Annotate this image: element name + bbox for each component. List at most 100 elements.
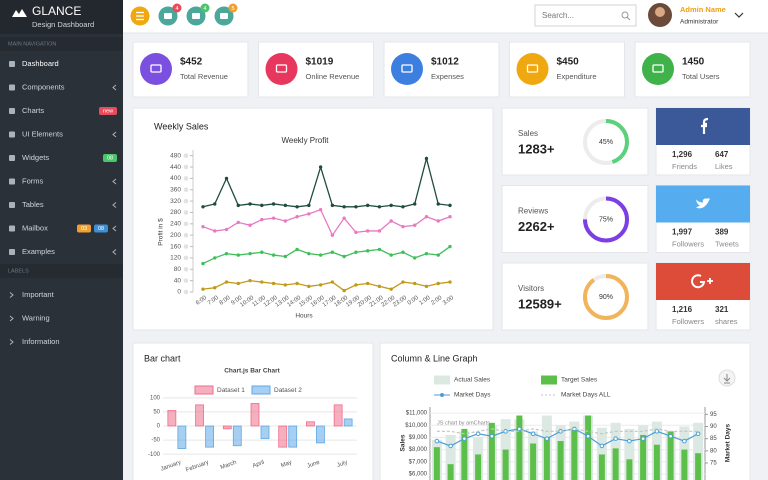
y-tick-label: $7,000 <box>409 459 428 465</box>
series-point <box>318 283 323 287</box>
series-point <box>448 244 452 249</box>
series-point <box>424 156 429 161</box>
nav-icon <box>9 61 15 67</box>
x-axis-label: Hours <box>295 313 313 320</box>
stat-value: $450 <box>557 57 580 68</box>
y-tick-label: 160 <box>170 243 181 250</box>
y-tick-label: 120 <box>170 255 181 262</box>
series-point <box>330 203 335 208</box>
y-tick-label: 320 <box>170 198 181 205</box>
column <box>624 428 635 480</box>
y2-tick-label: 85 <box>710 436 717 442</box>
label-chevron <box>9 339 14 345</box>
column <box>653 444 660 480</box>
label-item: Important <box>22 290 55 299</box>
social-value: 321 <box>715 305 729 314</box>
metric-card <box>501 107 649 176</box>
column <box>681 449 688 480</box>
nav-badge-text: 08 <box>107 155 113 161</box>
series-point <box>248 251 252 256</box>
series-point <box>436 281 440 286</box>
nav-icon <box>9 108 15 114</box>
notification-icon <box>192 13 200 19</box>
column <box>502 449 509 480</box>
stat-icon-glyph <box>526 64 539 73</box>
series-point <box>224 280 229 284</box>
bar <box>260 425 270 440</box>
series-point <box>248 202 252 206</box>
y-axis-label: Profit in $ <box>158 218 165 246</box>
column <box>557 441 564 480</box>
notification-icon <box>220 13 228 19</box>
series-point <box>389 203 393 208</box>
series-point <box>389 253 393 257</box>
y-tick-dot <box>183 198 189 204</box>
series-point <box>248 223 252 227</box>
series-point <box>307 284 311 289</box>
series-point <box>295 205 299 209</box>
search-box[interactable] <box>534 4 637 27</box>
series-point <box>401 205 405 209</box>
nav-badge-text: 08 <box>98 226 104 232</box>
stat-label: Expenses <box>431 72 464 81</box>
label-chevron <box>9 315 14 322</box>
series-point <box>342 216 346 220</box>
metric-value: 1283+ <box>518 141 555 156</box>
user-chevron[interactable] <box>734 12 744 18</box>
social-value: 1,296 <box>672 150 693 159</box>
metric-value: 2262+ <box>518 219 555 234</box>
nav-badge-text: new <box>103 108 113 114</box>
series-point <box>530 431 536 437</box>
series-point <box>271 253 276 257</box>
legend-label: Target Sales <box>561 377 598 384</box>
facebook-icon <box>701 117 709 134</box>
column <box>571 428 578 480</box>
column <box>530 443 537 480</box>
series-point <box>330 280 335 284</box>
series-point <box>424 215 429 219</box>
series-point <box>377 247 382 252</box>
x-tick-label: March <box>220 460 238 471</box>
notification-badge <box>172 3 182 13</box>
column <box>626 459 633 480</box>
column <box>461 428 468 480</box>
series-point <box>436 253 440 257</box>
bar <box>177 425 187 449</box>
nav-item: Examples <box>22 247 55 256</box>
column <box>598 454 605 480</box>
y-tick-label: $11,000 <box>406 411 428 417</box>
notification-count: 4 <box>175 6 178 12</box>
series-point <box>260 250 264 254</box>
nav-badge <box>103 154 117 162</box>
series-point <box>342 254 346 259</box>
social-label: shares <box>715 317 738 326</box>
series-point <box>224 251 229 256</box>
series-line <box>202 155 451 208</box>
social-value: 647 <box>715 150 729 159</box>
bar <box>167 410 177 427</box>
y-tick-dot <box>183 266 189 272</box>
series-point <box>342 205 346 209</box>
y-tick-dot <box>183 289 189 295</box>
bar <box>343 418 353 427</box>
nav-badge-text: 03 <box>81 226 87 232</box>
social-value: 389 <box>715 228 729 237</box>
x-tick-label: 1:00 <box>419 295 433 307</box>
y2-tick-label: 80 <box>710 448 717 454</box>
nav-item: Dashboard <box>22 59 59 68</box>
column <box>640 434 647 480</box>
legend-swatch <box>434 375 450 385</box>
series-point <box>654 429 660 434</box>
download-icon <box>723 374 731 384</box>
stat-label: Total Users <box>682 72 720 81</box>
stat-label: Total Revenue <box>180 72 228 81</box>
nav-item: Widgets <box>22 153 49 162</box>
column <box>445 434 456 480</box>
series-point <box>283 219 288 223</box>
search-placeholder: Search... <box>542 11 574 20</box>
social-label: Tweets <box>715 239 739 248</box>
series-point <box>201 224 205 229</box>
stat-icon <box>642 53 674 85</box>
stat-label: Expenditure <box>557 72 597 81</box>
column <box>695 453 702 480</box>
